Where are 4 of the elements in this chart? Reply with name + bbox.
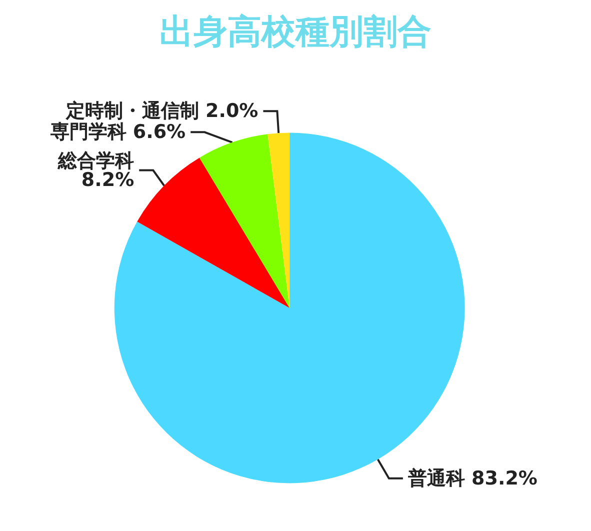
slice-label: 専門学科 6.6%	[49, 121, 186, 144]
slice-label: 定時制・通信制 2.0%	[64, 100, 258, 122]
chart-title: 出身高校種別割合	[160, 12, 432, 52]
slice-label: 普通科 83.2%	[406, 467, 538, 490]
